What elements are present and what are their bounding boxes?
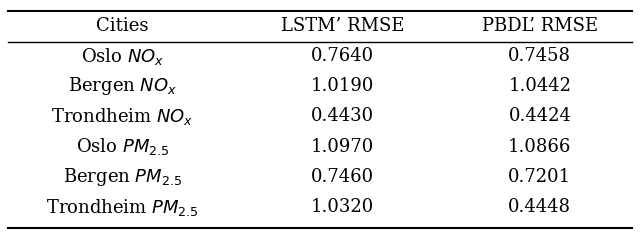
Text: 1.0442: 1.0442 [508,77,572,95]
Text: Bergen $PM_{2.5}$: Bergen $PM_{2.5}$ [63,166,182,188]
Text: 1.0190: 1.0190 [310,77,374,95]
Text: Trondheim $NO_x$: Trondheim $NO_x$ [51,106,194,127]
Text: Oslo $NO_x$: Oslo $NO_x$ [81,46,164,67]
Text: 0.7201: 0.7201 [508,168,572,186]
Text: 0.4430: 0.4430 [311,108,374,125]
Text: 0.4448: 0.4448 [508,198,572,216]
Text: 1.0320: 1.0320 [310,198,374,216]
Text: LSTM’ RMSE: LSTM’ RMSE [280,17,404,35]
Text: 0.7458: 0.7458 [508,47,572,65]
Text: 1.0866: 1.0866 [508,138,572,156]
Text: 0.7640: 0.7640 [311,47,374,65]
Text: Oslo $PM_{2.5}$: Oslo $PM_{2.5}$ [76,136,170,157]
Text: Bergen $NO_x$: Bergen $NO_x$ [68,75,177,97]
Text: Trondheim $PM_{2.5}$: Trondheim $PM_{2.5}$ [46,196,199,217]
Text: 0.4424: 0.4424 [508,108,572,125]
Text: 0.7460: 0.7460 [311,168,374,186]
Text: 1.0970: 1.0970 [310,138,374,156]
Text: PBDL’ RMSE: PBDL’ RMSE [482,17,598,35]
Text: Cities: Cities [96,17,148,35]
